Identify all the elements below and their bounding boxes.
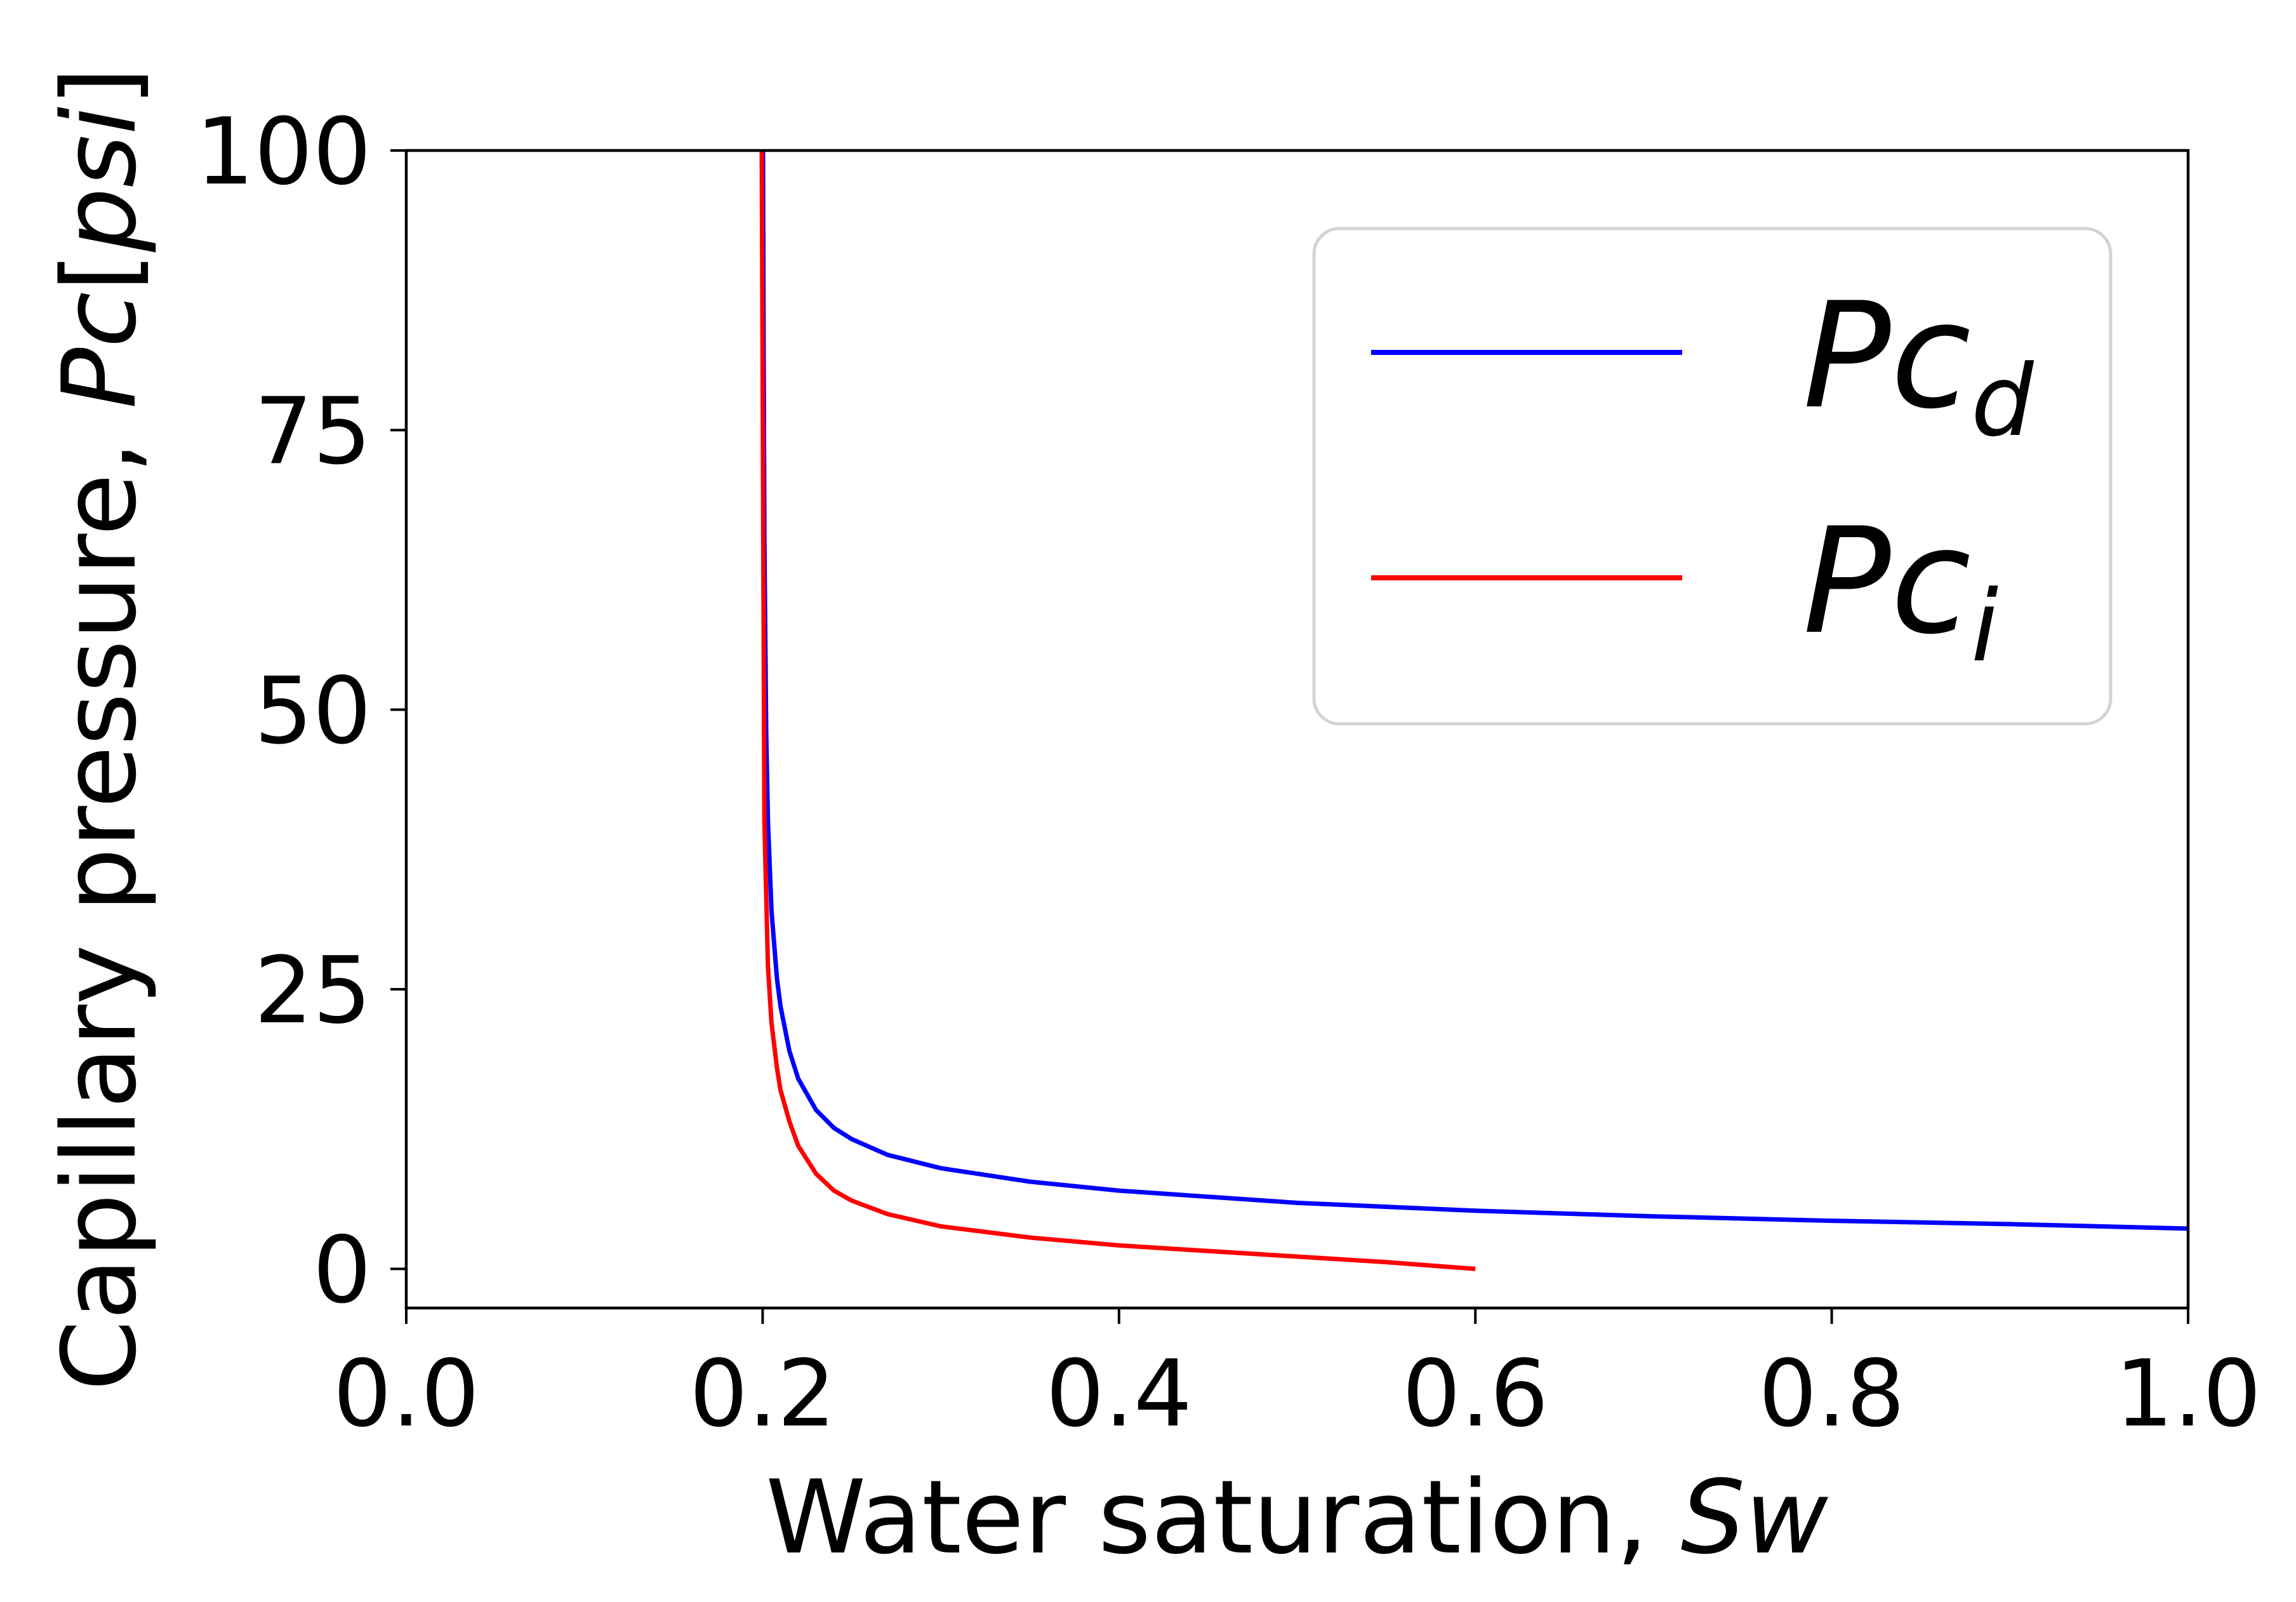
x-tick-label: 0.6 (1402, 1340, 1549, 1448)
y-axis: 0 25 50 75 100 (196, 98, 406, 1324)
legend-label-pc-i: Pci (1803, 497, 1998, 684)
y-axis-label: Capillary pressure, Pc[psi] (40, 67, 159, 1391)
plot-frame (404, 149, 2190, 1310)
y-tick-label: 25 (254, 937, 371, 1045)
x-tick-label: 0.0 (333, 1340, 480, 1448)
x-axis-label: Water saturation, Sw (766, 1458, 1829, 1577)
x-tick-label: 0.4 (1045, 1340, 1192, 1448)
x-tick-label: 1.0 (2115, 1340, 2262, 1448)
legend: Pcd Pci (1312, 227, 2113, 726)
series-layer (759, 150, 2189, 1271)
x-tick-label: 0.8 (1758, 1340, 1905, 1448)
y-tick-label: 75 (254, 378, 371, 485)
y-tick-label: 50 (254, 658, 371, 765)
legend-label-pc-d: Pcd (1803, 272, 2034, 458)
series-line-pc-d (760, 150, 2189, 1231)
x-axis: 0.0 0.2 0.4 0.6 0.8 1.0 (333, 1308, 2262, 1448)
y-tick-label: 0 (313, 1217, 371, 1324)
series-line-pc-i (759, 150, 1476, 1271)
x-tick-label: 0.2 (689, 1340, 836, 1448)
y-tick-label: 100 (196, 98, 371, 206)
